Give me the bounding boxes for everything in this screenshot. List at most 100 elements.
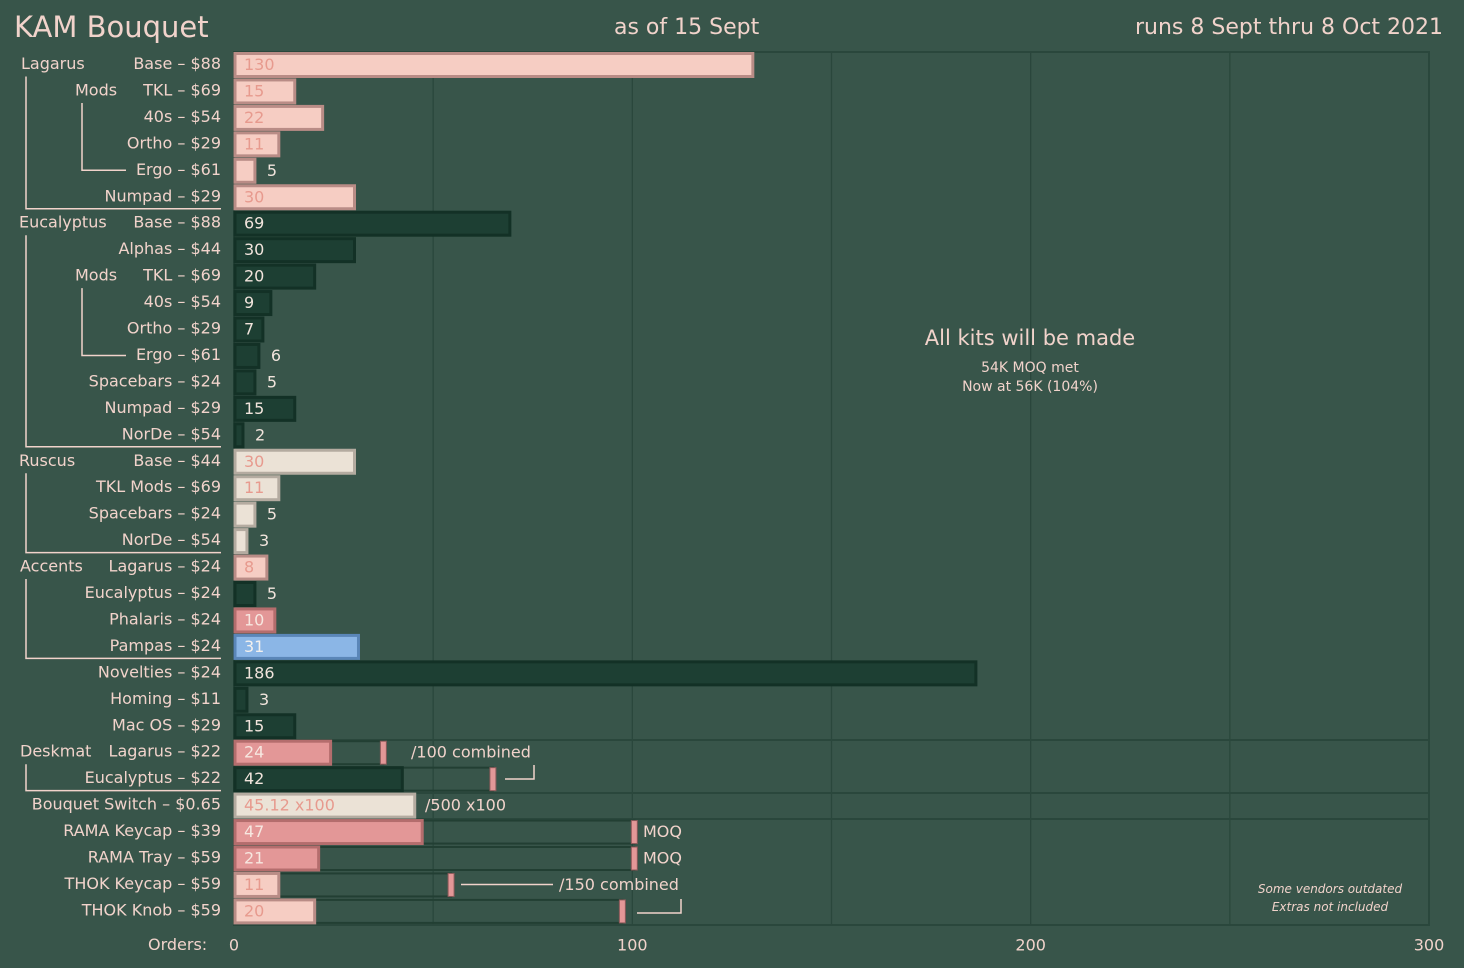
value-bar [233,713,297,740]
value-bar [233,369,257,396]
value-bar [233,607,277,634]
value-label: 20 [244,901,264,920]
value-bar [233,633,360,660]
moq-marker [447,872,455,897]
x-tick-label: 200 [1015,936,1046,955]
group-label: Mods [75,266,117,285]
row-label: TKL – $69 [142,80,221,99]
row-note: /100 combined [411,743,531,762]
group-bracket [25,579,221,660]
row-label: NorDe – $54 [122,530,221,549]
value-label: 45.12 x100 [244,796,335,815]
value-label: 21 [244,849,264,868]
group-bracket [81,288,126,357]
value-bar [233,501,257,528]
value-bar [233,898,317,925]
moq-marker [489,767,497,792]
row-note: /150 combined [559,875,679,894]
row-label: RAMA Tray – $59 [88,848,221,867]
value-bar [233,104,325,131]
moq-marker [618,899,626,924]
row-label: Spacebars – $24 [89,371,221,390]
row-label: NorDe – $54 [122,424,221,443]
row-label: Pampas – $24 [110,636,221,655]
row-label: Numpad – $29 [104,186,221,205]
row-label: Numpad – $29 [104,398,221,417]
moq-marker [630,820,638,845]
value-label: 3 [259,690,269,709]
row-label: Eucalyptus – $22 [85,768,221,787]
row-label: Alphas – $44 [118,239,221,258]
row-note: /500 x100 [425,796,506,815]
moq-status-line: 54K MOQ met [981,360,1079,376]
value-bar [233,845,321,872]
value-label: 6 [271,346,281,365]
group-label: Ruscus [19,451,75,470]
chart-title: KAM Bouquet [14,10,209,44]
row-label: Novelties – $24 [98,662,221,681]
run-dates: runs 8 Sept thru 8 Oct 2021 [1135,15,1444,40]
value-label: 130 [244,55,275,74]
row-note: MOQ [643,822,682,841]
group-label: Accents [20,557,83,576]
row-label: THOK Keycap – $59 [64,874,221,893]
value-label: 2 [255,425,265,444]
value-label: 69 [244,214,264,233]
value-label: 30 [244,240,264,259]
value-bar [233,290,273,317]
row-label: Mac OS – $29 [112,715,221,734]
value-label: 5 [267,372,277,391]
value-label: 31 [244,637,264,656]
row-label: THOK Knob – $59 [81,900,221,919]
group-bracket [25,473,221,554]
value-label: 20 [244,267,264,286]
row-label: Eucalyptus – $24 [85,583,221,602]
moq-marker [379,740,387,765]
x-axis-label: Orders: [148,935,208,954]
row-label: Base – $88 [133,213,221,232]
row-label: Base – $88 [133,54,221,73]
row-label: Ortho – $29 [127,133,221,152]
moq-status-headline: All kits will be made [924,326,1136,350]
value-bar [233,819,424,846]
row-label: 40s – $54 [144,107,221,126]
value-label: 15 [244,716,264,735]
value-bar [233,475,281,502]
value-label: 30 [244,452,264,471]
x-tick-label: 0 [229,936,239,955]
value-bar [233,581,257,607]
row-note: MOQ [643,849,682,868]
value-label: 24 [244,743,264,762]
x-tick-label: 100 [617,936,648,955]
value-bar [233,131,281,158]
value-bar [233,422,245,449]
value-label: 11 [244,875,264,894]
row-label: TKL Mods – $69 [95,477,221,496]
group-bracket [25,764,221,792]
footnote-vendors: Some vendors outdated [1257,882,1403,896]
value-label: 11 [244,134,264,153]
value-label: 5 [267,505,277,524]
value-bar [233,766,404,793]
value-label: 15 [244,399,264,418]
value-label: 5 [267,161,277,180]
group-label: Deskmat [20,742,91,761]
value-bar [233,660,978,687]
row-label: 40s – $54 [144,292,221,311]
value-label: 15 [244,81,264,100]
value-bar [233,528,249,555]
as-of-date: as of 15 Sept [614,15,760,40]
value-label: 22 [244,108,264,127]
x-tick-label: 300 [1414,936,1445,955]
value-bar [233,686,249,713]
footnote-extras: Extras not included [1271,900,1389,914]
value-label: 47 [244,822,264,841]
row-label: Ortho – $29 [127,319,221,338]
value-bar [233,157,257,184]
combined-bracket [505,765,535,780]
value-bar [233,739,333,766]
value-bar [233,448,356,475]
row-label: Spacebars – $24 [89,504,221,523]
row-label: RAMA Keycap – $39 [63,821,221,840]
